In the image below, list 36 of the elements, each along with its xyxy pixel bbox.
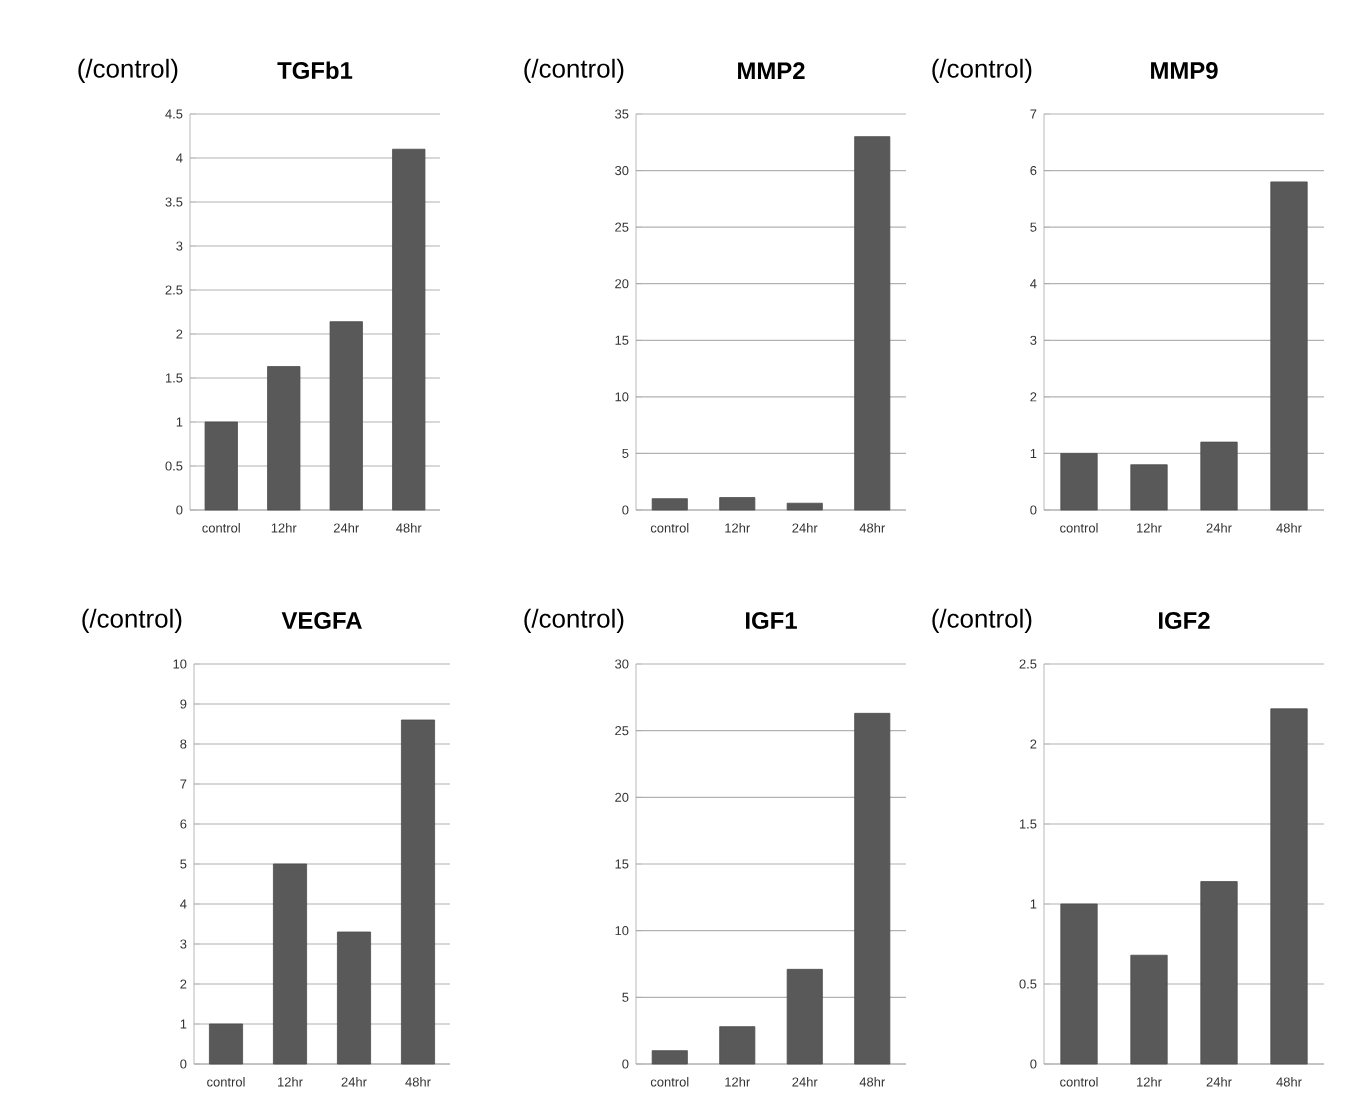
chart-title: MMP9 (1151, 62, 1218, 79)
y-axis-title: (/control) (82, 608, 182, 633)
chart-title: IGF2 (1159, 612, 1210, 629)
y-axis-title: (/control) (932, 608, 1032, 633)
bar (1130, 464, 1168, 511)
bar (1270, 708, 1308, 1065)
y-axis-title: (/control) (524, 58, 624, 83)
bar (719, 497, 756, 511)
bar (854, 712, 891, 1065)
bar (1200, 441, 1238, 511)
bar (786, 502, 823, 511)
chart-title: MMP2 (738, 62, 805, 79)
bar (209, 1023, 243, 1065)
bar (1200, 881, 1238, 1065)
bar (719, 1026, 756, 1065)
chart-title: TGFb1 (277, 61, 353, 79)
y-axis-title: (/control) (78, 58, 178, 83)
bar (1060, 453, 1098, 511)
bar (337, 931, 371, 1065)
bar (401, 719, 435, 1065)
chart-title: IGF1 (746, 612, 797, 629)
bar (329, 321, 363, 511)
bar (392, 148, 426, 511)
bar (204, 421, 238, 511)
bar (651, 1050, 688, 1065)
bar (1060, 903, 1098, 1065)
bar (267, 366, 301, 511)
y-axis-title: (/control) (524, 608, 624, 633)
bar (786, 968, 823, 1065)
bar (1130, 954, 1168, 1065)
bar (1270, 181, 1308, 511)
chart-title: VEGFA (281, 612, 362, 629)
bar (273, 863, 307, 1065)
bar (854, 136, 891, 511)
y-axis-title: (/control) (932, 58, 1032, 83)
bar (651, 498, 688, 511)
